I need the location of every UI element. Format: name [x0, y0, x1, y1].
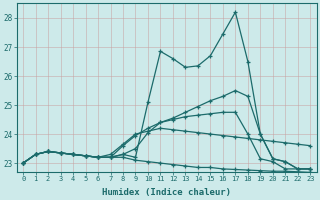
X-axis label: Humidex (Indice chaleur): Humidex (Indice chaleur)	[102, 188, 231, 197]
